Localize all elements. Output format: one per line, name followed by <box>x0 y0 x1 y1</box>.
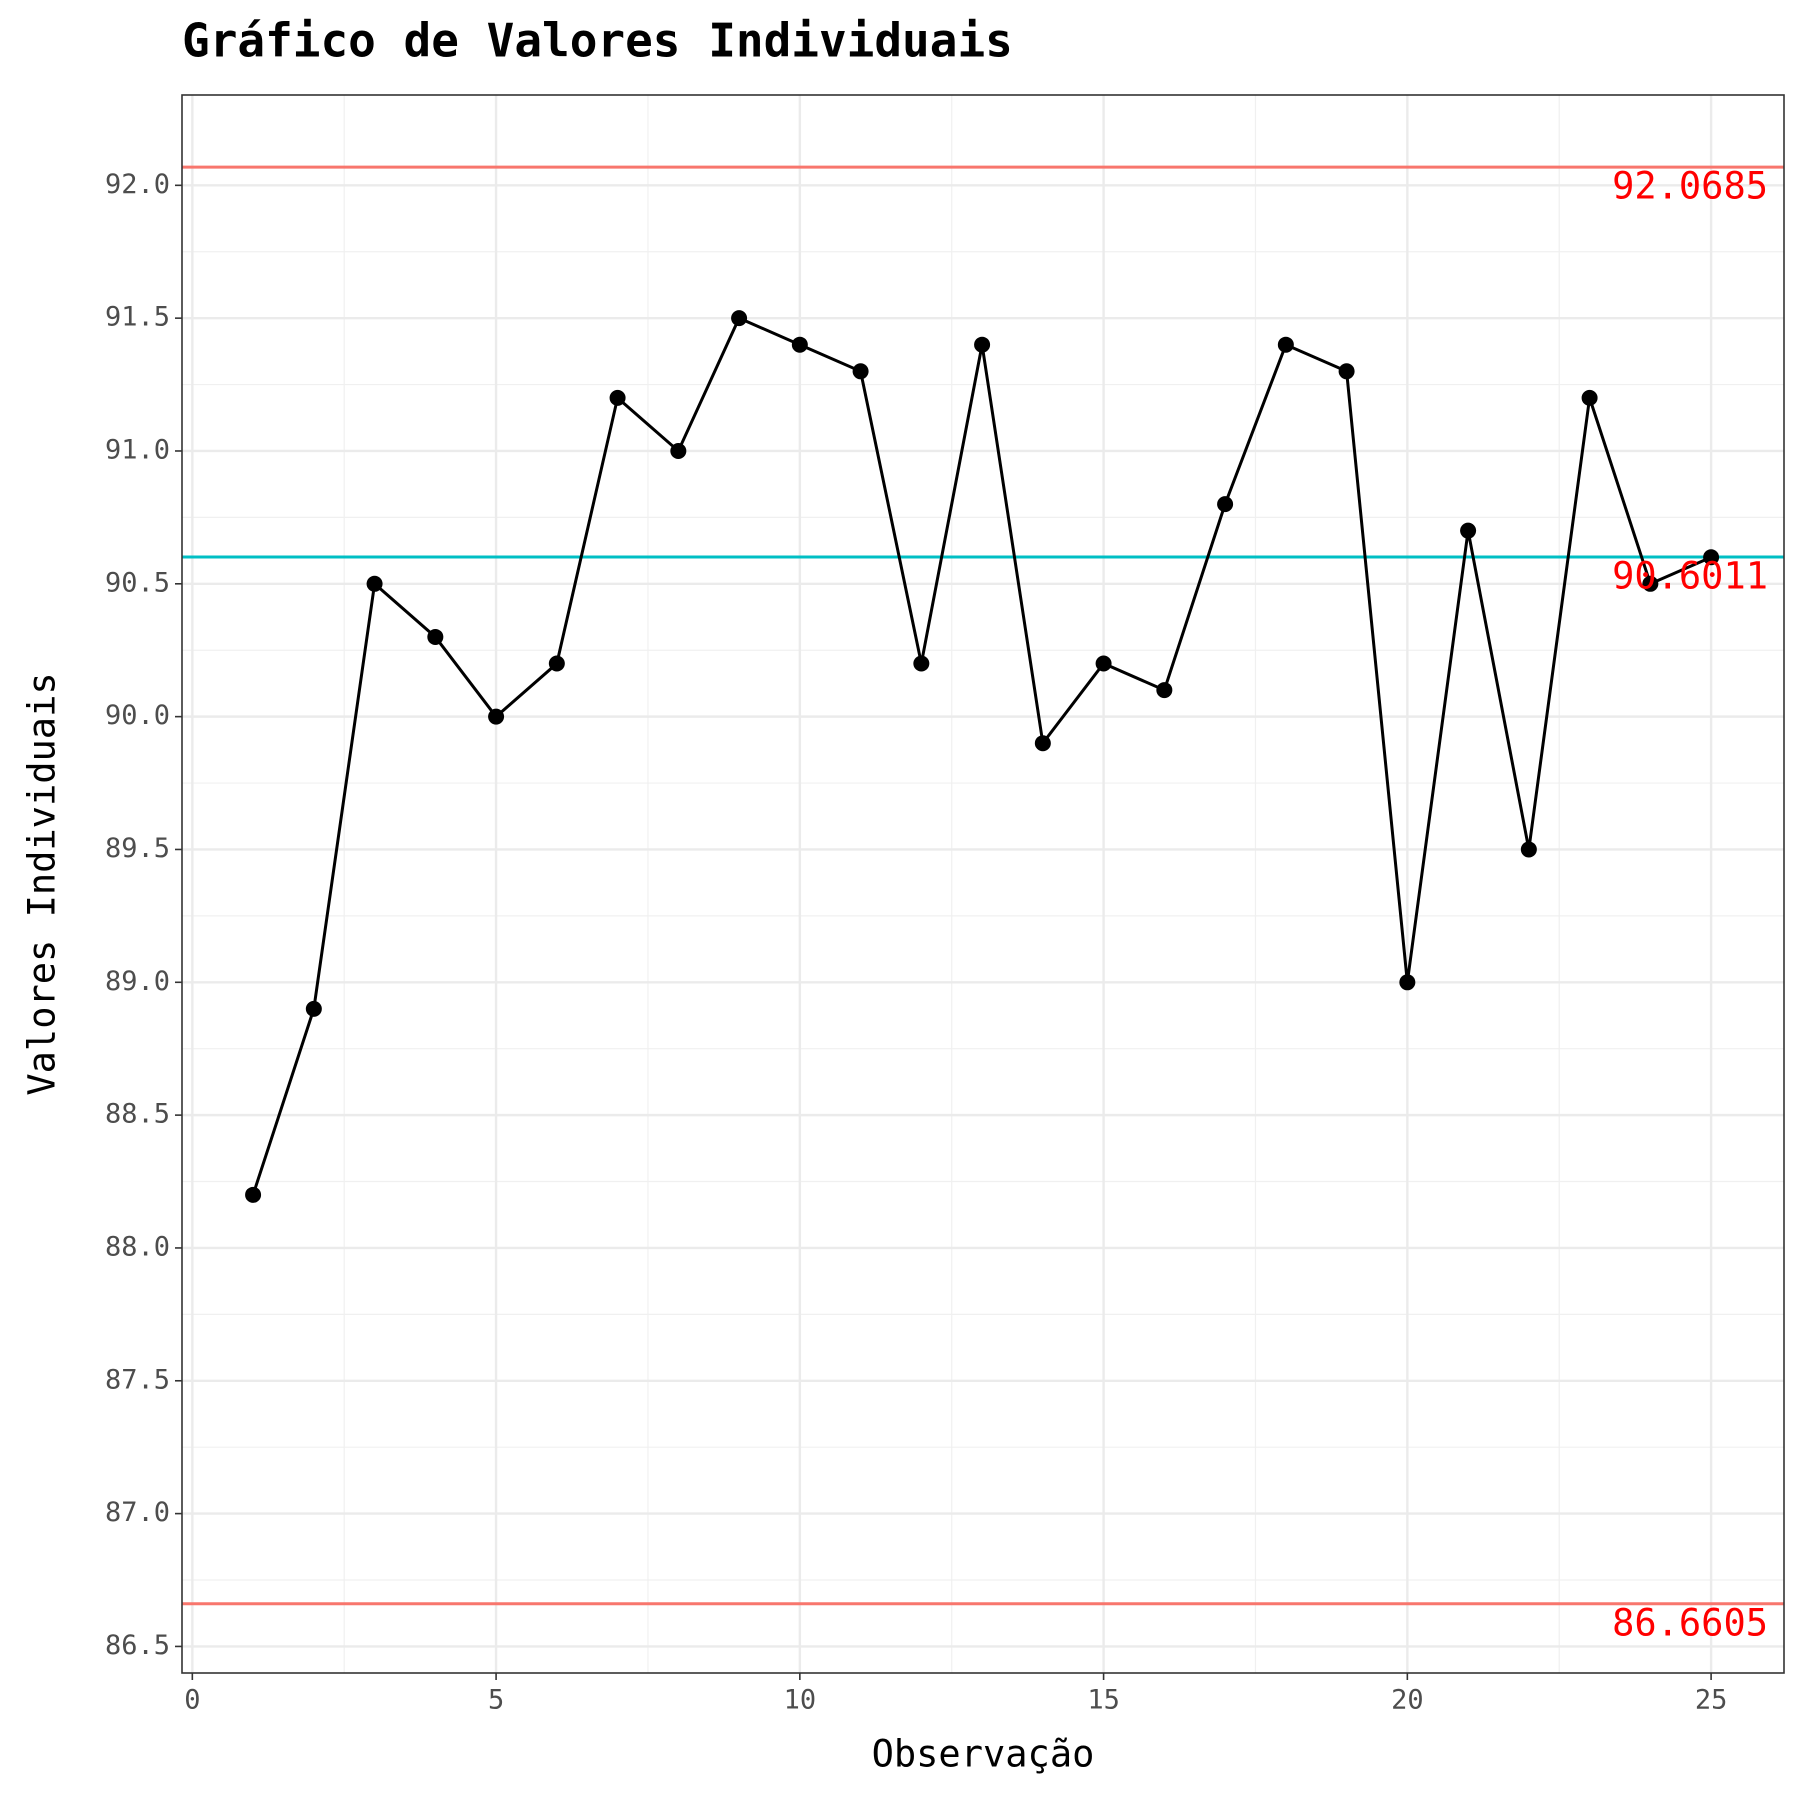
y-tick-label: 87.5 <box>105 1364 170 1395</box>
y-tick-label: 91.5 <box>105 302 170 333</box>
control-label: 92.0685 <box>1612 165 1768 208</box>
data-point <box>731 310 748 327</box>
data-point <box>548 655 565 672</box>
data-point <box>305 1000 322 1017</box>
data-point <box>791 336 808 353</box>
data-point <box>1581 389 1598 406</box>
data-point <box>1460 522 1477 539</box>
x-tick-label: 25 <box>1695 1685 1728 1716</box>
x-tick-label: 10 <box>784 1685 817 1716</box>
panel-border <box>181 94 1785 1674</box>
data-point <box>245 1186 262 1203</box>
data-point <box>366 575 383 592</box>
data-point <box>1338 363 1355 380</box>
data-point <box>1217 496 1234 513</box>
data-point <box>670 442 687 459</box>
data-point <box>974 336 991 353</box>
data-point <box>852 363 869 380</box>
control-label: 86.6605 <box>1612 1601 1768 1644</box>
x-tick-label: 5 <box>488 1685 504 1716</box>
data-point <box>1399 974 1416 991</box>
data-point <box>1520 841 1537 858</box>
y-tick-label: 90.0 <box>105 700 170 731</box>
y-tick-label: 90.5 <box>105 567 170 598</box>
y-tick-label: 88.5 <box>105 1099 170 1130</box>
x-tick-label: 0 <box>184 1685 200 1716</box>
data-point <box>1642 575 1659 592</box>
chart-title: Gráfico de Valores Individuais <box>182 14 1013 68</box>
y-tick-label: 88.0 <box>105 1231 170 1262</box>
data-point <box>1156 682 1173 699</box>
data-point <box>488 708 505 725</box>
x-tick-label: 15 <box>1087 1685 1120 1716</box>
control-label: 90.6011 <box>1612 554 1768 597</box>
y-tick-label: 86.5 <box>105 1630 170 1661</box>
data-point <box>1034 735 1051 752</box>
y-axis-title: Valores Individuais <box>21 672 64 1095</box>
y-tick-label: 89.5 <box>105 833 170 864</box>
data-point <box>1277 336 1294 353</box>
data-point <box>1703 549 1720 566</box>
data-point <box>609 389 626 406</box>
x-axis-title: Observação <box>872 1733 1095 1776</box>
plot: 92.0685 90.6011 86.6605 <box>182 165 1784 1644</box>
y-tick-label: 89.0 <box>105 966 170 997</box>
data-point <box>1095 655 1112 672</box>
y-tick-label: 91.0 <box>105 434 170 465</box>
y-tick-label: 87.0 <box>105 1497 170 1528</box>
data-point <box>427 628 444 645</box>
x-tick-label: 20 <box>1391 1685 1424 1716</box>
data-point <box>913 655 930 672</box>
grid <box>182 95 1784 1673</box>
y-tick-label: 92.0 <box>105 169 170 200</box>
